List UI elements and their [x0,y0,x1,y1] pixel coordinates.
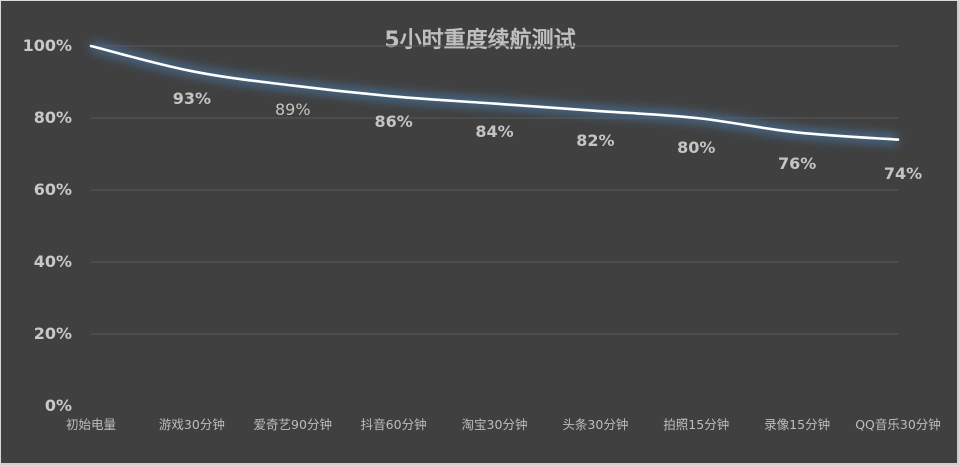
x-tick-label: 头条30分钟 [562,417,629,432]
data-label: 89% [274,99,311,119]
x-tick-label: 拍照15分钟 [663,417,730,432]
y-tick-label: 0% [44,396,72,415]
data-label: 86% [374,112,413,132]
x-tick-label: 爱奇艺90分钟 [253,417,332,432]
x-tick-label: 淘宝30分钟 [461,417,528,432]
data-label: 74% [883,163,923,183]
data-label: 82% [576,130,615,150]
data-label: 84% [475,121,514,141]
x-tick-label: 游戏30分钟 [158,417,225,432]
x-tick-label: 抖音60分钟 [360,417,427,432]
y-tick-label: 80% [33,108,72,127]
gridlines [91,45,898,335]
x-tick-label: QQ音乐30分钟 [855,417,941,432]
x-tick-label: 初始电量 [65,417,116,432]
y-tick-label: 60% [33,180,72,199]
y-tick-label: 20% [33,324,72,343]
chart-title: 5小时重度续航测试 [384,28,576,53]
series-line [89,44,900,141]
data-label: 80% [677,138,716,157]
y-tick-label: 100% [22,36,72,55]
data-label: 93% [172,89,212,109]
data-label: 76% [777,154,817,174]
y-tick-label: 40% [33,252,72,271]
x-tick-label: 录像15分钟 [764,417,831,432]
